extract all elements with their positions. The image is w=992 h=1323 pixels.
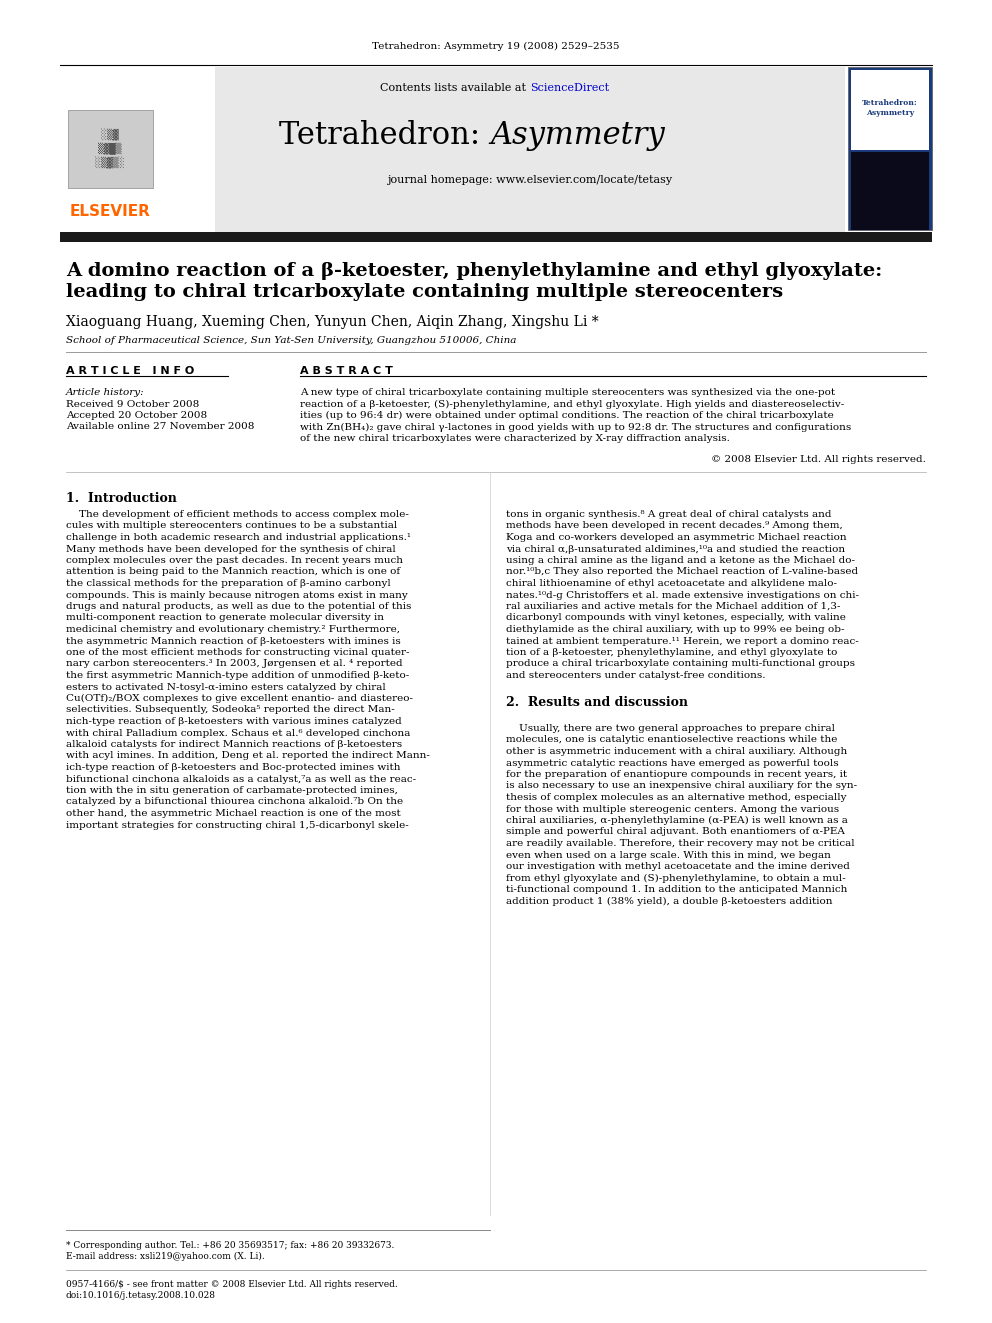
Text: Many methods have been developed for the synthesis of chiral: Many methods have been developed for the… xyxy=(66,545,396,553)
Text: complex molecules over the past decades. In recent years much: complex molecules over the past decades.… xyxy=(66,556,403,565)
Text: of the new chiral tricarboxylates were characterized by X-ray diffraction analys: of the new chiral tricarboxylates were c… xyxy=(300,434,730,443)
Text: diethylamide as the chiral auxiliary, with up to 99% ee being ob-: diethylamide as the chiral auxiliary, wi… xyxy=(506,624,844,634)
Text: medicinal chemistry and evolutionary chemistry.² Furthermore,: medicinal chemistry and evolutionary che… xyxy=(66,624,400,634)
Text: are readily available. Therefore, their recovery may not be critical: are readily available. Therefore, their … xyxy=(506,839,855,848)
Text: ich-type reaction of β-ketoesters and Boc-protected imines with: ich-type reaction of β-ketoesters and Bo… xyxy=(66,763,401,773)
Text: the asymmetric Mannich reaction of β-ketoesters with imines is: the asymmetric Mannich reaction of β-ket… xyxy=(66,636,401,646)
Text: ral auxiliaries and active metals for the Michael addition of 1,3-: ral auxiliaries and active metals for th… xyxy=(506,602,840,611)
Text: and stereocenters under catalyst-free conditions.: and stereocenters under catalyst-free co… xyxy=(506,671,766,680)
Text: asymmetric catalytic reactions have emerged as powerful tools: asymmetric catalytic reactions have emer… xyxy=(506,758,838,767)
Text: Asymmetry: Asymmetry xyxy=(490,120,665,151)
Text: © 2008 Elsevier Ltd. All rights reserved.: © 2008 Elsevier Ltd. All rights reserved… xyxy=(711,455,926,464)
Text: methods have been developed in recent decades.⁹ Among them,: methods have been developed in recent de… xyxy=(506,521,843,531)
Text: E-mail address: xsli219@yahoo.com (X. Li).: E-mail address: xsli219@yahoo.com (X. Li… xyxy=(66,1252,265,1261)
Text: 1.  Introduction: 1. Introduction xyxy=(66,492,177,505)
Text: our investigation with methyl acetoacetate and the imine derived: our investigation with methyl acetoaceta… xyxy=(506,863,850,871)
Text: tion with the in situ generation of carbamate-protected imines,: tion with the in situ generation of carb… xyxy=(66,786,398,795)
Text: ELSEVIER: ELSEVIER xyxy=(69,205,151,220)
Text: with Zn(BH₄)₂ gave chiral γ-lactones in good yields with up to 92:8 dr. The stru: with Zn(BH₄)₂ gave chiral γ-lactones in … xyxy=(300,422,851,431)
Text: with chiral Palladium complex. Schaus et al.⁶ developed cinchona: with chiral Palladium complex. Schaus et… xyxy=(66,729,411,737)
Text: tons in organic synthesis.⁸ A great deal of chiral catalysts and: tons in organic synthesis.⁸ A great deal… xyxy=(506,509,831,519)
Text: 0957-4166/$ - see front matter © 2008 Elsevier Ltd. All rights reserved.: 0957-4166/$ - see front matter © 2008 El… xyxy=(66,1279,398,1289)
Bar xyxy=(848,67,932,230)
Text: produce a chiral tricarboxylate containing multi-functional groups: produce a chiral tricarboxylate containi… xyxy=(506,659,855,668)
Text: reaction of a β-ketoester, (S)-phenylethylamine, and ethyl glyoxylate. High yiel: reaction of a β-ketoester, (S)-phenyleth… xyxy=(300,400,844,409)
Text: even when used on a large scale. With this in mind, we began: even when used on a large scale. With th… xyxy=(506,851,831,860)
Text: other hand, the asymmetric Michael reaction is one of the most: other hand, the asymmetric Michael react… xyxy=(66,808,401,818)
Text: Available online 27 November 2008: Available online 27 November 2008 xyxy=(66,422,254,431)
Text: * Corresponding author. Tel.: +86 20 35693517; fax: +86 20 39332673.: * Corresponding author. Tel.: +86 20 356… xyxy=(66,1241,395,1250)
Bar xyxy=(60,67,215,232)
Text: selectivities. Subsequently, Sodeoka⁵ reported the direct Man-: selectivities. Subsequently, Sodeoka⁵ re… xyxy=(66,705,395,714)
Text: Tetrahedron:: Tetrahedron: xyxy=(279,120,490,151)
Text: ti-functional compound 1. In addition to the anticipated Mannich: ti-functional compound 1. In addition to… xyxy=(506,885,847,894)
Text: one of the most efficient methods for constructing vicinal quater-: one of the most efficient methods for co… xyxy=(66,648,410,658)
Text: tained at ambient temperature.¹¹ Herein, we report a domino reac-: tained at ambient temperature.¹¹ Herein,… xyxy=(506,636,859,646)
Text: for those with multiple stereogenic centers. Among the various: for those with multiple stereogenic cent… xyxy=(506,804,839,814)
Text: Usually, there are two general approaches to prepare chiral: Usually, there are two general approache… xyxy=(506,724,835,733)
Text: molecules, one is catalytic enantioselective reactions while the: molecules, one is catalytic enantioselec… xyxy=(506,736,837,745)
Text: thesis of complex molecules as an alternative method, especially: thesis of complex molecules as an altern… xyxy=(506,792,846,802)
Text: important strategies for constructing chiral 1,5-dicarbonyl skele-: important strategies for constructing ch… xyxy=(66,820,409,830)
Text: dicarbonyl compounds with vinyl ketones, especially, with valine: dicarbonyl compounds with vinyl ketones,… xyxy=(506,614,846,623)
Bar xyxy=(68,110,153,188)
Text: doi:10.1016/j.tetasy.2008.10.028: doi:10.1016/j.tetasy.2008.10.028 xyxy=(66,1291,216,1301)
Text: Cu(OTf)₂/BOX complexes to give excellent enantio- and diastereo-: Cu(OTf)₂/BOX complexes to give excellent… xyxy=(66,695,413,703)
Text: esters to activated N-tosyl-α-imino esters catalyzed by chiral: esters to activated N-tosyl-α-imino este… xyxy=(66,683,386,692)
Text: the classical methods for the preparation of β-amino carbonyl: the classical methods for the preparatio… xyxy=(66,579,391,587)
Bar xyxy=(215,67,845,232)
Text: leading to chiral tricarboxylate containing multiple stereocenters: leading to chiral tricarboxylate contain… xyxy=(66,283,783,302)
Text: nary carbon stereocenters.³ In 2003, Jørgensen et al. ⁴ reported: nary carbon stereocenters.³ In 2003, Jør… xyxy=(66,659,403,668)
Text: nor.¹⁰b,c They also reported the Michael reaction of L-valine-based: nor.¹⁰b,c They also reported the Michael… xyxy=(506,568,858,577)
Text: chiral lithioenamine of ethyl acetoacetate and alkylidene malo-: chiral lithioenamine of ethyl acetoaceta… xyxy=(506,579,837,587)
Text: cules with multiple stereocenters continues to be a substantial: cules with multiple stereocenters contin… xyxy=(66,521,397,531)
Text: A R T I C L E   I N F O: A R T I C L E I N F O xyxy=(66,366,194,376)
Text: compounds. This is mainly because nitrogen atoms exist in many: compounds. This is mainly because nitrog… xyxy=(66,590,408,599)
Text: Xiaoguang Huang, Xueming Chen, Yunyun Chen, Aiqin Zhang, Xingshu Li *: Xiaoguang Huang, Xueming Chen, Yunyun Ch… xyxy=(66,315,598,329)
Text: bifunctional cinchona alkaloids as a catalyst,⁷a as well as the reac-: bifunctional cinchona alkaloids as a cat… xyxy=(66,774,416,783)
Text: A domino reaction of a β-ketoester, phenylethylamine and ethyl glyoxylate:: A domino reaction of a β-ketoester, phen… xyxy=(66,262,882,280)
Bar xyxy=(851,152,929,230)
Text: Tetrahedron: Asymmetry 19 (2008) 2529–2535: Tetrahedron: Asymmetry 19 (2008) 2529–25… xyxy=(372,42,620,52)
Text: ░▒▓
▒▓█▒
░▒▓▒░: ░▒▓ ▒▓█▒ ░▒▓▒░ xyxy=(95,130,125,169)
Text: multi-component reaction to generate molecular diversity in: multi-component reaction to generate mol… xyxy=(66,614,384,623)
Text: Article history:: Article history: xyxy=(66,388,145,397)
Text: for the preparation of enantiopure compounds in recent years, it: for the preparation of enantiopure compo… xyxy=(506,770,847,779)
Text: simple and powerful chiral adjuvant. Both enantiomers of α-PEA: simple and powerful chiral adjuvant. Bot… xyxy=(506,827,845,836)
Text: Koga and co-workers developed an asymmetric Michael reaction: Koga and co-workers developed an asymmet… xyxy=(506,533,846,542)
Text: is also necessary to use an inexpensive chiral auxiliary for the syn-: is also necessary to use an inexpensive … xyxy=(506,782,857,791)
Text: journal homepage: www.elsevier.com/locate/tetasy: journal homepage: www.elsevier.com/locat… xyxy=(388,175,673,185)
Text: with acyl imines. In addition, Deng et al. reported the indirect Mann-: with acyl imines. In addition, Deng et a… xyxy=(66,751,430,761)
Text: School of Pharmaceutical Science, Sun Yat-Sen University, Guangzhou 510006, Chin: School of Pharmaceutical Science, Sun Ya… xyxy=(66,336,517,345)
Text: The development of efficient methods to access complex mole-: The development of efficient methods to … xyxy=(66,509,409,519)
Text: addition product 1 (38% yield), a double β-ketoesters addition: addition product 1 (38% yield), a double… xyxy=(506,897,832,906)
Text: drugs and natural products, as well as due to the potential of this: drugs and natural products, as well as d… xyxy=(66,602,412,611)
Text: other is asymmetric inducement with a chiral auxiliary. Although: other is asymmetric inducement with a ch… xyxy=(506,747,847,755)
Bar xyxy=(851,70,929,149)
Text: Tetrahedron:
Asymmetry: Tetrahedron: Asymmetry xyxy=(862,99,918,116)
Bar xyxy=(60,232,932,242)
Text: ities (up to 96:4 dr) were obtained under optimal conditions. The reaction of th: ities (up to 96:4 dr) were obtained unde… xyxy=(300,411,833,421)
Text: catalyzed by a bifunctional thiourea cinchona alkaloid.⁷b On the: catalyzed by a bifunctional thiourea cin… xyxy=(66,798,403,807)
Text: using a chiral amine as the ligand and a ketone as the Michael do-: using a chiral amine as the ligand and a… xyxy=(506,556,855,565)
Text: alkaloid catalysts for indirect Mannich reactions of β-ketoesters: alkaloid catalysts for indirect Mannich … xyxy=(66,740,402,749)
Text: via chiral α,β-unsaturated aldimines,¹⁰a and studied the reaction: via chiral α,β-unsaturated aldimines,¹⁰a… xyxy=(506,545,845,553)
Text: Accepted 20 October 2008: Accepted 20 October 2008 xyxy=(66,411,207,419)
Text: Contents lists available at: Contents lists available at xyxy=(381,83,530,93)
Text: chiral auxiliaries, α-phenylethylamine (α-PEA) is well known as a: chiral auxiliaries, α-phenylethylamine (… xyxy=(506,816,848,826)
Text: from ethyl glyoxylate and (S)-phenylethylamine, to obtain a mul-: from ethyl glyoxylate and (S)-phenylethy… xyxy=(506,873,846,882)
Text: nich-type reaction of β-ketoesters with various imines catalyzed: nich-type reaction of β-ketoesters with … xyxy=(66,717,402,726)
Text: ScienceDirect: ScienceDirect xyxy=(530,83,609,93)
Text: A new type of chiral tricarboxylate containing multiple stereocenters was synthe: A new type of chiral tricarboxylate cont… xyxy=(300,388,835,397)
Text: attention is being paid to the Mannich reaction, which is one of: attention is being paid to the Mannich r… xyxy=(66,568,400,577)
Text: 2.  Results and discussion: 2. Results and discussion xyxy=(506,696,688,709)
Text: A B S T R A C T: A B S T R A C T xyxy=(300,366,393,376)
Text: the first asymmetric Mannich-type addition of unmodified β-keto-: the first asymmetric Mannich-type additi… xyxy=(66,671,410,680)
Text: tion of a β-ketoester, phenylethylamine, and ethyl glyoxylate to: tion of a β-ketoester, phenylethylamine,… xyxy=(506,648,837,658)
Text: Received 9 October 2008: Received 9 October 2008 xyxy=(66,400,199,409)
Text: nates.¹⁰d-g Christoffers et al. made extensive investigations on chi-: nates.¹⁰d-g Christoffers et al. made ext… xyxy=(506,590,859,599)
Text: challenge in both academic research and industrial applications.¹: challenge in both academic research and … xyxy=(66,533,411,542)
